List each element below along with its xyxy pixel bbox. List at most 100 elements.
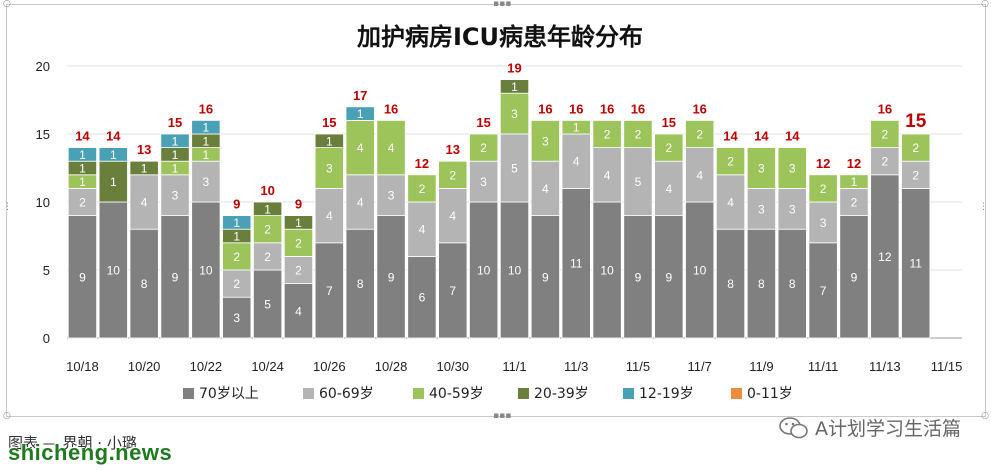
bar-segment [191,160,221,203]
total-value-label: 14 [106,129,121,144]
y-tick-label: 20 [36,59,50,74]
bar-segment [839,174,869,189]
bar-11/5: 9 5 2 [623,120,653,339]
x-tick-label: 10/22 [190,359,223,374]
segment-value-label: 9 [388,270,395,284]
x-tick-label: 10/30 [437,359,470,374]
segment-value-label: 1 [141,162,148,176]
x-tick-label: 10/26 [313,359,346,374]
legend-swatch [731,388,742,399]
segment-value-label: 1 [233,230,240,244]
bar-segment [438,187,468,244]
y-tick-label: 0 [43,331,50,346]
bar-segment [654,160,684,216]
segment-value-label: 10 [107,264,121,278]
segment-value-label: 6 [419,291,426,305]
segment-value-label: 5 [264,298,271,312]
segment-value-label: 2 [665,141,672,155]
bar-segment [654,133,684,162]
segment-value-label: 1 [110,175,117,189]
bar-segment [715,174,746,230]
segment-value-label: 4 [604,168,611,182]
bar-10/31: 10 3 2 [469,133,499,339]
total-value-label: 14 [785,129,800,144]
bar-segment [438,160,468,189]
bar-10/30: 7 4 2 [438,160,468,339]
segment-value-label: 2 [480,141,487,155]
bar-segment [561,133,591,189]
segment-value-label: 12 [878,250,892,264]
segment-value-label: 1 [326,134,333,148]
segment-value-label: 8 [758,277,765,291]
segment-value-label: 5 [635,175,642,189]
x-axis: 10/18 10/20 10/22 10/24 10/26 10/28 10/30 11/1 1… [66,359,962,374]
wechat-watermark: A计划学习生活篇 [779,414,961,441]
bar-11/8: 8 4 2 [715,147,746,339]
legend-label: 12-19岁 [639,386,694,402]
segment-value-label: 4 [326,209,333,223]
bar-segment [499,92,530,135]
x-tick-label: 11/9 [749,359,773,374]
bar-segment [253,201,283,216]
bar-segment [685,147,715,203]
segment-value-label: 3 [172,189,179,203]
segment-value-label: 10 [477,264,491,278]
total-value-label: 15 [322,115,336,130]
x-tick-label: 11/13 [869,359,901,374]
bar-segment [314,242,344,339]
total-value-label: 16 [600,101,614,116]
bar-11/6: 9 4 2 [654,133,684,339]
bar-10/28: 9 3 4 [376,120,406,339]
x-tick-label: 10/18 [66,359,99,374]
segment-value-label: 8 [141,277,148,291]
bar-segment [407,174,437,203]
bar-segment [561,120,591,135]
y-tick-label: 10 [36,195,50,210]
bar-segment [839,215,869,339]
bar-segment [746,147,776,189]
segment-value-label: 4 [419,223,426,237]
segment-value-label: 1 [511,80,518,94]
total-value-label: 9 [233,197,240,212]
segment-value-label: 1 [357,107,364,121]
bar-segment [469,160,499,203]
total-value-label: 12 [816,156,830,171]
bar-10/27: 8 4 4 1 [345,106,375,339]
bar-11/4: 10 4 2 [592,120,622,339]
segment-value-label: 2 [79,196,86,210]
segment-value-label: 1 [203,121,210,135]
total-value-label: 19 [507,61,521,76]
total-value-label: 17 [353,88,367,103]
segment-value-label: 4 [542,182,549,196]
legend-item: 0-11岁 [731,386,793,402]
segment-value-label: 3 [789,162,796,176]
total-value-label: 14 [754,129,769,144]
bar-segment [160,133,190,149]
bar-11/7: 10 4 2 [685,120,715,339]
bar-segment [530,120,560,162]
bar-segment [283,215,314,230]
segment-value-label: 3 [388,189,395,203]
total-value-label: 15 [168,115,182,130]
bar-segment [376,215,406,339]
bar-11/10: 8 3 3 [777,147,807,339]
segment-value-label: 7 [326,284,333,298]
legend-label: 70岁以上 [199,386,259,402]
segment-value-label: 8 [727,277,734,291]
total-value-label: 14 [723,129,738,144]
bar-segment [222,242,252,271]
figure-caption: 图表 — 界朝 · 小璐 [8,434,137,452]
bar-segment [160,215,190,339]
segment-value-label: 2 [635,128,642,142]
bar-segment [530,215,560,339]
total-value-label: 16 [631,101,645,116]
segment-value-label: 2 [604,128,611,142]
segment-value-label: 11 [909,257,922,271]
legend: 70岁以上 60-69岁 40-59岁 20-39岁 12-19岁 0-11岁 [183,386,793,402]
bar-11/9: 8 3 3 [746,147,776,339]
legend-item: 60-69岁 [303,386,374,402]
legend-swatch [413,388,424,399]
bar-segment [67,215,98,339]
